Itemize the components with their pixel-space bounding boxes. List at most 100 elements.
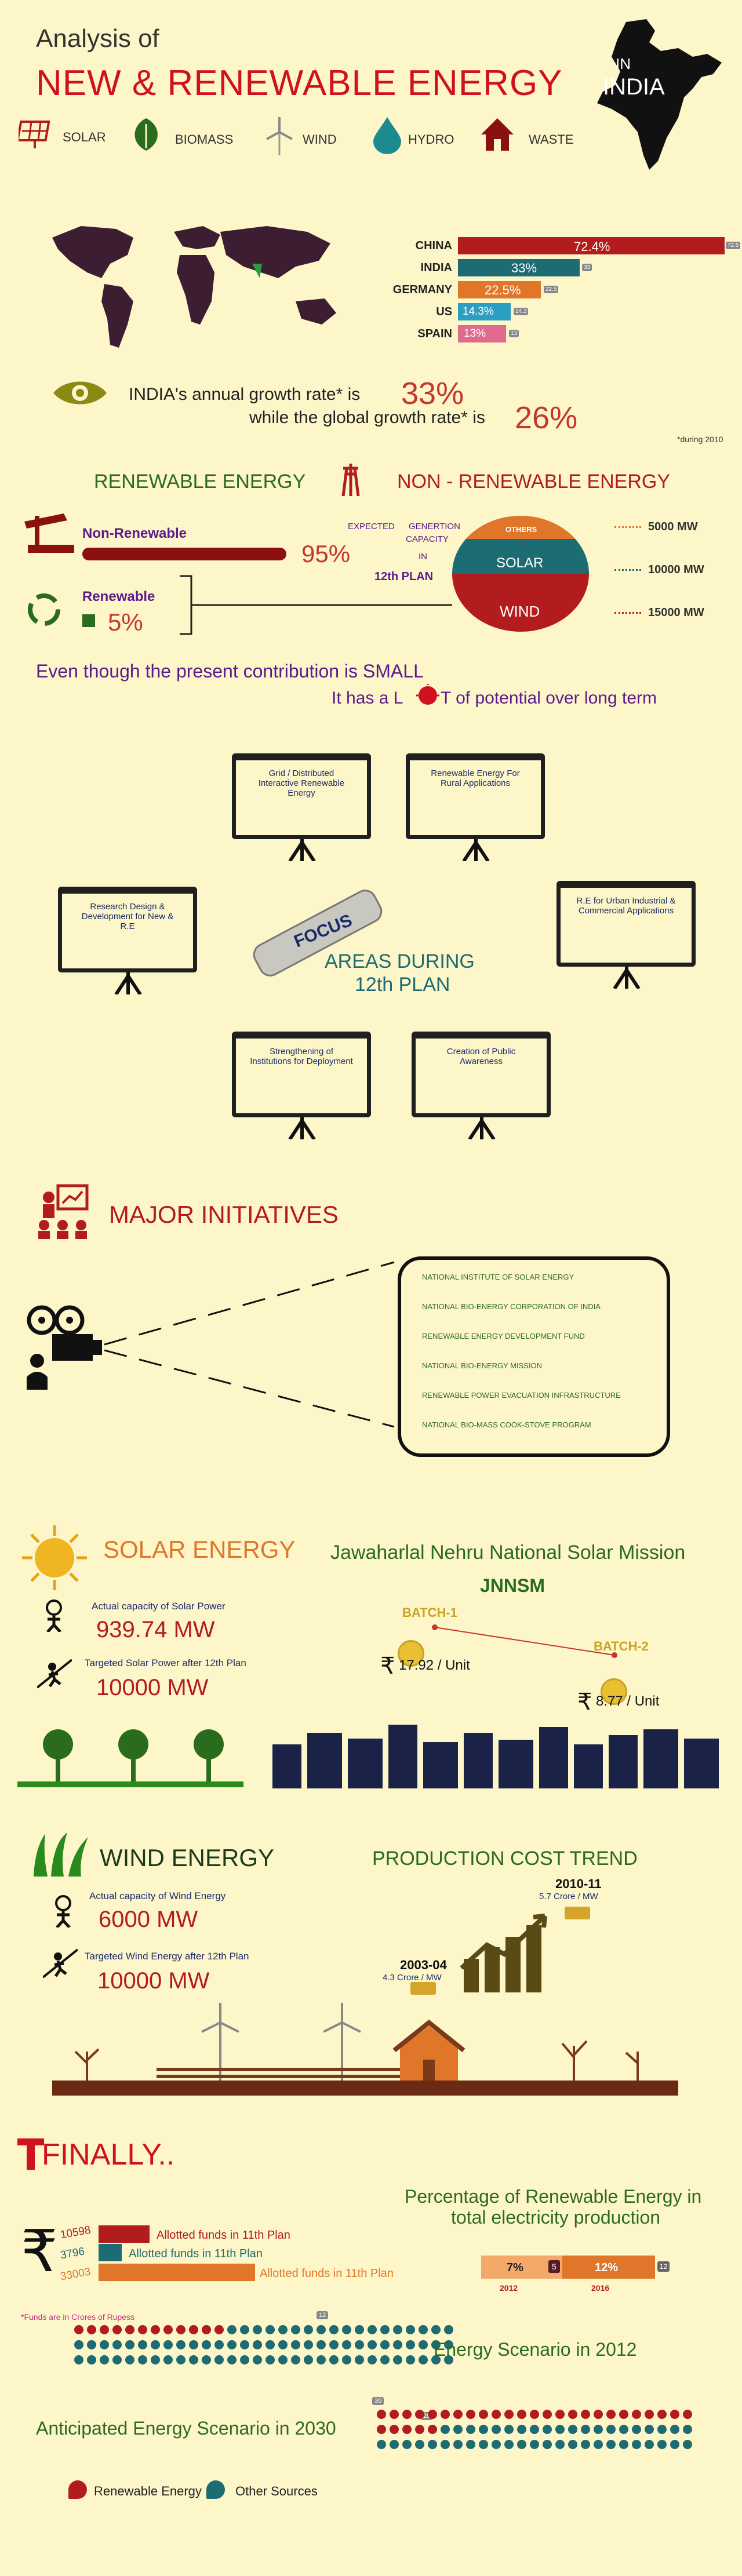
focus-board-3: Research Design & Development for New & … — [58, 887, 197, 994]
country-badge: 22.5 — [544, 286, 559, 293]
funds-label: Allotted funds in 11th Plan — [260, 2267, 394, 2280]
batch1-label: BATCH-1 — [402, 1605, 457, 1620]
funds-bar-2 — [99, 2244, 122, 2261]
focus-board-4: R.E for Urban Industrial & Commercial Ap… — [556, 881, 696, 989]
wind-trend-title: PRODUCTION COST TREND — [372, 1848, 638, 1870]
batch1-price: 17.92 / Unit — [399, 1657, 470, 1673]
pct-bar-2016 — [562, 2256, 655, 2279]
wind-farm-scene — [52, 2003, 678, 2096]
trend-cost-1: 4.3 Crore / MW — [383, 1973, 442, 1983]
trend-year-1: 2003-04 — [400, 1958, 447, 1972]
finally-t-stem — [27, 2144, 35, 2170]
legend-value: 5000 MW — [648, 520, 698, 533]
focus-board-text: Renewable Energy For Rural Applications — [431, 768, 520, 788]
scenario-2030-row-3 — [377, 2440, 692, 2449]
nonrenewable-pct: 95% — [301, 540, 351, 567]
energy-sources-row: SOLAR BIOMASS WIND HYDRO WASTE — [19, 116, 587, 156]
finally-t-icon — [17, 2138, 44, 2145]
renewable-pct: 5% — [108, 609, 143, 636]
country-pct: 14.3% — [463, 305, 494, 318]
initiatives-screen — [398, 1256, 670, 1457]
funds-note: *Funds are in Crores of Rupess — [21, 2312, 135, 2322]
bracket-line — [180, 575, 452, 635]
country-pct: 33% — [511, 261, 537, 275]
solar-actual-label: Actual capacity of Solar Power — [92, 1601, 225, 1612]
solar-acronym: JNNSM — [480, 1575, 545, 1596]
pct-end-badge: 12 — [657, 2261, 670, 2272]
country-name: CHINA — [415, 239, 452, 252]
batch2-price: 8.77 / Unit — [596, 1693, 660, 1709]
initiative-item: NATIONAL BIO-ENERGY MISSION — [422, 1361, 543, 1370]
solar-actual-value: 939.74 MW — [96, 1617, 215, 1642]
wind-actual-value: 6000 MW — [99, 1907, 198, 1932]
gold-bars-icon — [565, 1907, 590, 1919]
initiative-item: NATIONAL INSTITUTE OF SOLAR ENERGY — [422, 1273, 574, 1281]
pct-value-2012: 7% — [507, 2261, 523, 2274]
coins-icon — [398, 1640, 424, 1667]
scenario-2030-row-1 — [377, 2410, 692, 2419]
focus-board-5: Strengthening of Institutions for Deploy… — [232, 1032, 371, 1139]
country-pct: 72.4% — [574, 239, 610, 254]
capacity-plan: 12th PLAN — [374, 570, 434, 583]
country-name: INDIA — [420, 261, 452, 274]
scenario-2030-title: Anticipated Energy Scenario in 2030 — [36, 2418, 336, 2439]
country-name: SPAIN — [417, 327, 452, 340]
finally-rupee-icon: ₹ — [21, 2219, 58, 2284]
country-badge: 72.5 — [726, 242, 741, 249]
pct-year-2016: 2016 — [591, 2283, 610, 2293]
source-label-wind: WIND — [303, 132, 337, 147]
sun-icon — [22, 1525, 87, 1590]
trend-cost-2: 5.7 Crore / MW — [539, 1892, 598, 1901]
global-growth-rate: 26% — [515, 400, 578, 435]
wind-target-value: 10000 MW — [97, 1968, 210, 1994]
legend-arrow-icon — [614, 612, 641, 614]
source-label-waste: WASTE — [529, 132, 574, 147]
projection-beam — [104, 1261, 395, 1428]
batch2-rupee: ₹ — [577, 1689, 592, 1715]
wind-turbine-icon — [266, 117, 293, 155]
capacity-capacity: CAPACITY — [406, 534, 449, 544]
focus-board-6: Creation of Public Awareness — [412, 1032, 551, 1139]
solar-target-label: Targeted Solar Power after 12th Plan — [85, 1657, 246, 1668]
scenario-badge-2012: 12 — [317, 2311, 329, 2319]
focus-board-text: Grid / Distributed Interactive Renewable… — [258, 768, 345, 798]
solar-mission: Jawaharlal Nehru National Solar Mission — [330, 1542, 686, 1564]
country-pct: 13% — [464, 327, 486, 340]
focus-board-text: Creation of Public Awareness — [446, 1047, 516, 1066]
pie-slice-others — [452, 516, 589, 539]
wind-target-label: Targeted Wind Energy after 12th Plan — [85, 1951, 249, 1962]
renewable-heading: RENEWABLE ENERGY — [94, 471, 306, 493]
country-badge: 14.3 — [514, 308, 529, 315]
nonrenewable-label: Non-Renewable — [82, 526, 187, 541]
pie-slice-wind — [452, 574, 589, 632]
pct-title-1: Percentage of Renewable Energy in — [405, 2186, 702, 2207]
map-label-country: INDIA — [603, 74, 665, 100]
potential-line-2a: It has a L — [332, 688, 403, 708]
india-map-icon — [597, 19, 722, 170]
oil-pump-icon — [24, 513, 74, 553]
pie-slice-solar — [452, 539, 589, 574]
funds-value: 3796 — [59, 2245, 86, 2262]
renewable-label: Renewable — [82, 589, 155, 604]
pie-label-wind: WIND — [500, 603, 540, 620]
pct-year-2012: 2012 — [500, 2283, 518, 2293]
world-map-icon — [52, 226, 336, 348]
legend-renew-swatch — [68, 2480, 87, 2499]
pie-label-solar: SOLAR — [496, 555, 544, 571]
title-pre: Analysis of — [36, 24, 159, 53]
map-label-in: IN — [616, 55, 631, 72]
batch-line-chart — [432, 1624, 617, 1658]
pct-mid-badge: 5 — [548, 2260, 560, 2273]
scenario-2012-row-1 — [74, 2325, 453, 2334]
scenario-2012-row-3 — [74, 2355, 453, 2364]
gold-bars-icon — [410, 1982, 436, 1995]
potential-line-2b: T of potential over long term — [441, 688, 657, 708]
country-bar-germany — [458, 281, 541, 298]
funds-bar-1 — [99, 2225, 150, 2243]
eye-icon — [53, 381, 107, 405]
source-label-solar: SOLAR — [63, 130, 106, 144]
focus-board-2: Renewable Energy For Rural Applications — [406, 753, 545, 861]
country-badge: 13 — [509, 330, 519, 337]
page-title: NEW & RENEWABLE ENERGY — [36, 63, 563, 103]
legend-arrow-icon — [614, 569, 641, 571]
